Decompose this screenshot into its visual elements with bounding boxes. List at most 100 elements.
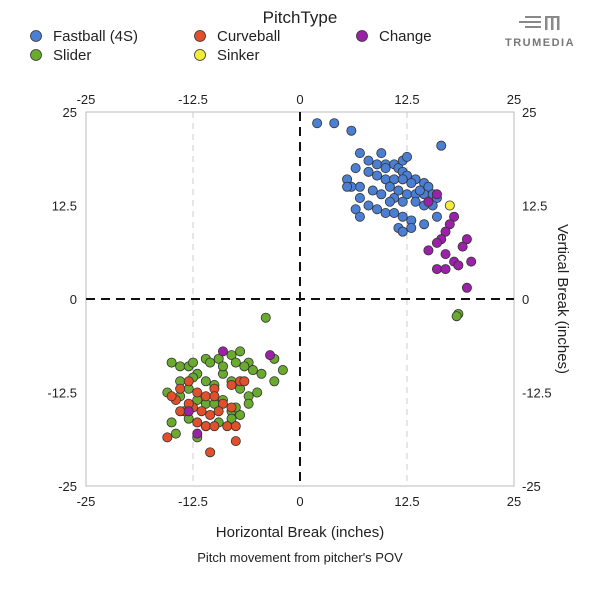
- point-curveball-19: [230, 421, 241, 432]
- point-fastball-4s--52: [406, 222, 417, 233]
- x-axis-title: Horizontal Break (inches): [216, 524, 384, 541]
- point-fastball-4s--51: [397, 226, 408, 237]
- point-fastball-4s--54: [380, 163, 391, 174]
- point-fastball-4s--7: [372, 159, 383, 170]
- x-tick-top-2: 0: [296, 92, 303, 107]
- x-tick-bottom-0: -25: [77, 494, 96, 509]
- point-curveball-13: [205, 409, 216, 420]
- point-curveball-4: [192, 387, 203, 398]
- legend-swatch-fastball-4s: [30, 30, 42, 42]
- point-fastball-4s--47: [419, 219, 430, 230]
- point-fastball-4s--49: [354, 211, 365, 222]
- point-curveball-17: [209, 421, 220, 432]
- point-fastball-4s--29: [354, 181, 365, 192]
- point-change-2: [449, 211, 460, 222]
- point-change-6: [461, 234, 472, 245]
- x-tick-bottom-2: 0: [296, 494, 303, 509]
- legend-swatch-slider: [30, 49, 42, 61]
- point-fastball-4s--56: [414, 185, 425, 196]
- point-change-4: [440, 226, 451, 237]
- trumedia-logo-mark-icon: [519, 16, 560, 30]
- y-tick-left-4: 25: [63, 105, 77, 120]
- point-change-13: [440, 264, 451, 275]
- point-fastball-4s--3: [354, 148, 365, 159]
- point-curveball-26: [175, 406, 186, 417]
- point-curveball-5: [200, 391, 211, 402]
- point-change-7: [457, 241, 468, 252]
- point-curveball-23: [226, 380, 237, 391]
- point-slider-13: [269, 376, 280, 387]
- x-tick-bottom-4: 25: [507, 494, 521, 509]
- point-slider-44: [230, 357, 241, 368]
- point-fastball-4s--19: [406, 178, 417, 189]
- point-slider-38: [243, 398, 254, 409]
- x-tick-top-4: 25: [507, 92, 521, 107]
- point-fastball-4s--23: [393, 185, 404, 196]
- x-tick-top-3: 12.5: [394, 92, 419, 107]
- point-fastball-4s--21: [372, 170, 383, 181]
- x-tick-bottom-1: -12.5: [178, 494, 208, 509]
- y-tick-left-0: -25: [58, 479, 77, 494]
- trumedia-logo: TRUMEDIA: [505, 16, 575, 49]
- point-change-15: [217, 346, 228, 357]
- point-slider-7: [213, 353, 224, 364]
- point-slider-45: [239, 361, 250, 372]
- point-fastball-4s--57: [384, 196, 395, 207]
- point-slider-0: [260, 312, 271, 323]
- point-fastball-4s--2: [346, 125, 357, 136]
- point-slider-extra-1: [451, 311, 462, 322]
- point-slider-12: [256, 368, 267, 379]
- points: [162, 118, 477, 458]
- x-tick-top-1: -12.5: [178, 92, 208, 107]
- point-slider-43: [205, 357, 216, 368]
- point-curveball-20: [205, 447, 216, 458]
- point-fastball-4s--45: [397, 211, 408, 222]
- point-change-10: [453, 260, 464, 271]
- legend-swatch-change: [356, 30, 368, 42]
- point-fastball-4s--22: [384, 181, 395, 192]
- point-curveball-8: [226, 402, 237, 413]
- point-change-18: [265, 350, 276, 361]
- point-curveball-0: [162, 432, 173, 443]
- point-curveball-16: [200, 421, 211, 432]
- point-fastball-4s--58: [376, 148, 387, 159]
- point-change-0: [431, 189, 442, 200]
- point-curveball-15: [192, 417, 203, 428]
- point-fastball-4s--31: [342, 181, 353, 192]
- point-change-17: [192, 428, 203, 439]
- legend-swatch-sinker: [194, 49, 206, 61]
- point-fastball-4s--5: [350, 163, 361, 174]
- point-fastball-4s--43: [380, 207, 391, 218]
- legend-label-change: Change: [379, 28, 432, 45]
- point-slider-42: [217, 361, 228, 372]
- point-fastball-4s--40: [354, 193, 365, 204]
- point-fastball-4s--15: [423, 181, 434, 192]
- point-change-14: [461, 282, 472, 293]
- legend-title: PitchType: [263, 8, 338, 27]
- y-tick-left-3: 12.5: [52, 199, 77, 214]
- y-tick-right-2: 0: [522, 292, 529, 307]
- x-tick-bottom-3: 12.5: [394, 494, 419, 509]
- point-slider-11: [247, 365, 258, 376]
- point-fastball-4s--32: [367, 185, 378, 196]
- point-slider-14: [277, 365, 288, 376]
- point-fastball-4s--18: [397, 174, 408, 185]
- point-change-12: [431, 264, 442, 275]
- y-tick-right-1: -12.5: [522, 386, 552, 401]
- trumedia-logo-text: TRUMEDIA: [505, 37, 575, 49]
- point-sinker-0: [444, 200, 455, 211]
- point-slider-36: [226, 413, 237, 424]
- point-slider-8: [226, 350, 237, 361]
- legend: PitchType Fastball (4S) Curveball Change Sl…: [30, 8, 432, 64]
- point-fastball-4s--44: [389, 207, 400, 218]
- point-fastball-4s--53: [436, 140, 447, 151]
- point-fastball-4s--0: [312, 118, 323, 129]
- point-curveball-25: [166, 391, 177, 402]
- point-curveball-24: [239, 376, 250, 387]
- x-tick-top-0: -25: [77, 92, 96, 107]
- point-fastball-4s--41: [350, 204, 361, 215]
- point-fastball-4s--20: [363, 166, 374, 177]
- point-fastball-4s--39: [363, 200, 374, 211]
- point-change-20: [431, 237, 442, 248]
